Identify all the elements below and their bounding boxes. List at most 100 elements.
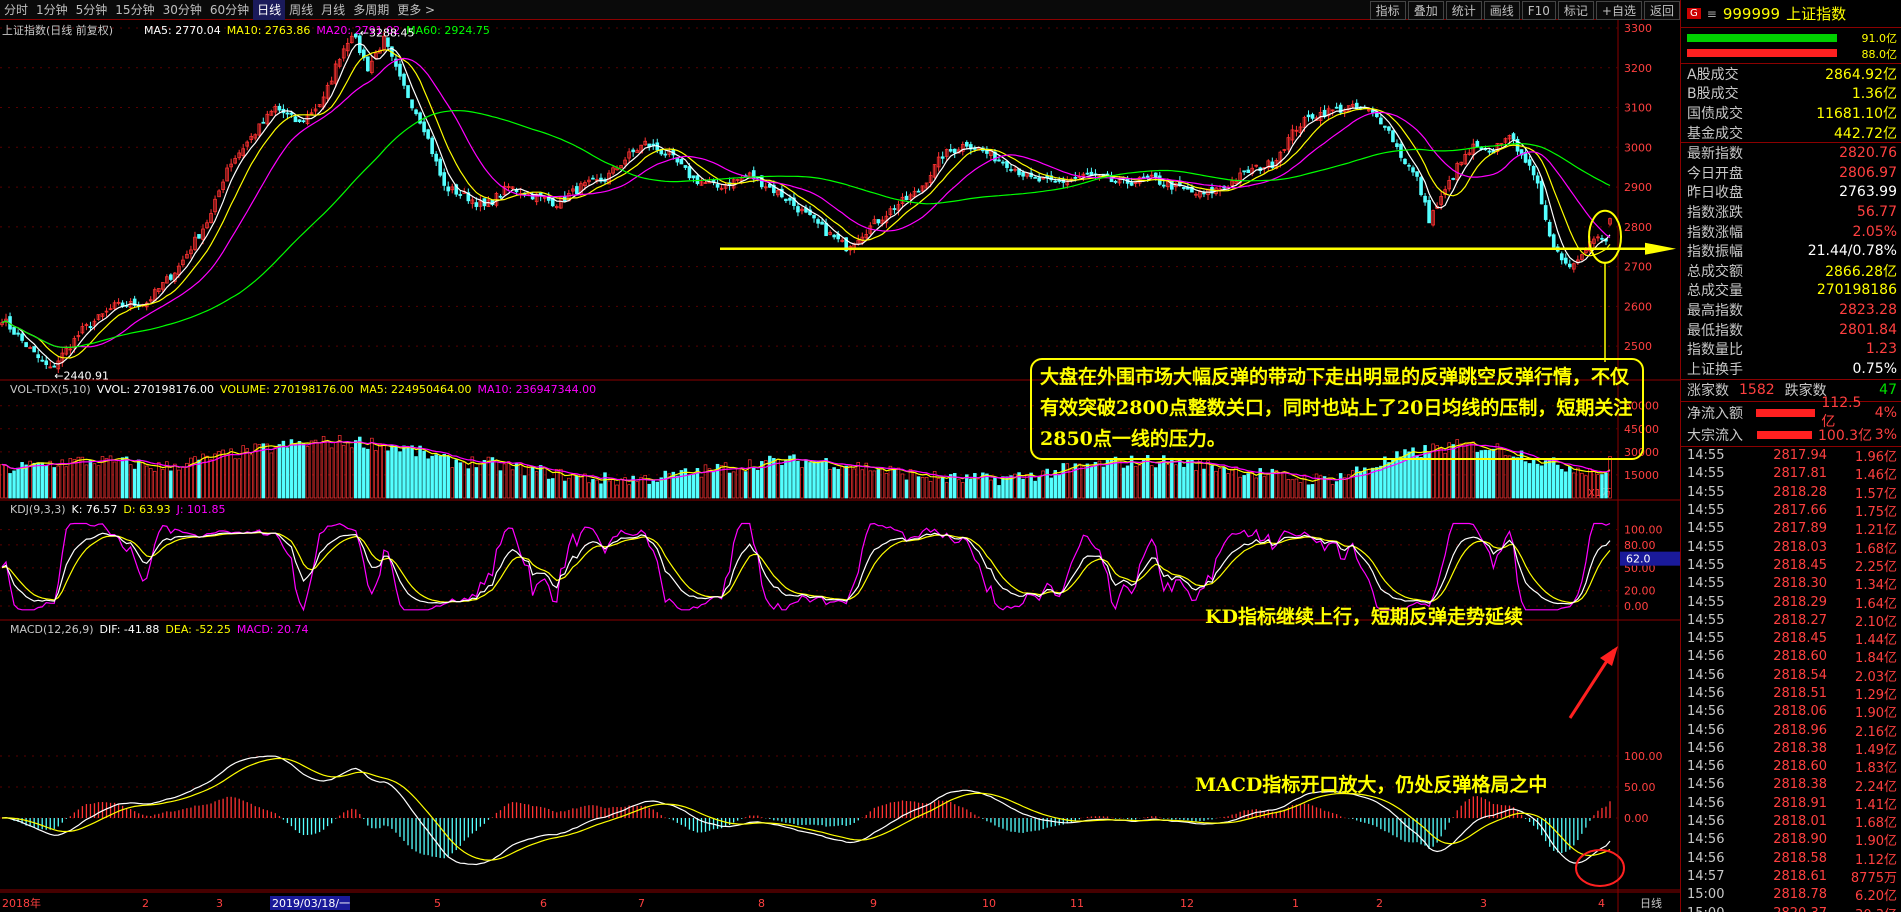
candle-body [1572,263,1576,270]
candle-body [48,366,53,369]
candle-body [1294,129,1299,132]
volume-bar [715,463,720,499]
tab-3[interactable]: 15分钟 [115,3,155,17]
volume-bar [707,468,712,499]
buy-bar-value: 91.0亿 [1861,32,1898,45]
volume-bar [1282,471,1287,499]
volume-bar [1270,468,1275,499]
tick-volume: 2.16亿 [1855,724,1897,740]
volume-bar [663,470,668,499]
tool-button-1[interactable]: 叠加 [1407,1,1444,20]
volume-bar [1162,455,1166,499]
quote-row: 昨日收盘 2763.99 [1681,183,1901,203]
quote-value: 2806.97 [1839,164,1897,181]
volume-bar [241,445,245,499]
tab-1[interactable]: 1分钟 [36,3,68,17]
tick-time: 14:56 [1687,795,1725,811]
volume-bar [747,459,752,499]
tab-2[interactable]: 5分钟 [75,3,108,17]
volume-bar [1600,474,1604,499]
volume-bar [1387,462,1391,499]
quote-label: 总成交量 [1687,283,1743,300]
macd-annotation: MACD指标开口放大，仍处反弹格局之中 [1195,774,1548,796]
tick-volume: 1.41亿 [1855,797,1897,813]
candle-body [446,186,451,192]
volume-bar [482,460,487,499]
volume-bar [727,472,732,499]
volume-bar [76,456,81,499]
candle-body [370,60,374,74]
volume-bar [997,485,1001,499]
volume-bar [1206,460,1210,499]
y-tick-label: 2800 [1624,221,1652,234]
kdj-tick-label: 80.00 [1624,539,1656,552]
volume-bar [1137,464,1142,499]
candle-body [353,33,358,38]
candle-body [1463,154,1468,165]
kdj-header: KDJ(9,3,3) K: 76.57 D: 63.93 J: 101.85 [10,503,226,516]
tool-button-2[interactable]: 统计 [1445,1,1482,20]
tab-9[interactable]: 多周期 [353,3,390,17]
candle-body [337,59,342,67]
volume-bar [1153,467,1158,499]
candle-body [1133,182,1138,184]
x-tick-label: 8 [758,897,765,910]
indicator-label: MACD: 20.74 [237,623,309,636]
volume-bar [900,473,905,499]
tab-5[interactable]: 60分钟 [209,3,250,17]
volume-bar [1109,459,1114,499]
volume-bar [679,470,684,499]
candle-body [960,144,965,152]
volume-bar [1407,451,1411,499]
g-badge[interactable]: G [1687,8,1701,19]
tick-price: 2818.60 [1773,649,1827,665]
volume-bar [104,458,109,499]
volume-bar [261,443,266,499]
candle-body [181,259,185,266]
tab-8[interactable]: 月线 [321,3,346,17]
volume-bar [40,462,44,499]
tick-time: 14:55 [1687,594,1725,610]
y-tick-label: 2700 [1624,261,1652,274]
candle-body [241,148,246,156]
candle-body [1423,195,1427,203]
turnover-value: 11681.10亿 [1816,105,1897,122]
volume-bar [474,467,479,499]
volume-bar [1242,475,1246,499]
volume-bar [667,473,672,499]
quote-sidebar: G ≡ 999999 上证指数 91.0亿 88.0亿 A股成交 2864.92亿… [1680,0,1901,912]
volume-bar [812,461,816,499]
tool-button-0[interactable]: 指标 [1369,1,1406,20]
tab-0[interactable]: 分时 [4,3,29,17]
volume-bar [442,453,446,499]
candle-body [24,342,28,348]
volume-bar [1455,439,1459,499]
tool-button-7[interactable]: 返回 [1643,1,1680,20]
volume-bar [209,459,213,499]
tool-button-5[interactable]: 标记 [1557,1,1594,20]
tab-10[interactable]: 更多 > [397,3,436,17]
ma10-line [1,49,1611,359]
macd-tick-label: 0.00 [1624,812,1649,825]
quote-value: 270198186 [1816,282,1897,299]
tab-7[interactable]: 周线 [289,3,314,17]
volume-bar [627,484,631,499]
tab-4[interactable]: 30分钟 [162,3,202,17]
tool-button-4[interactable]: F10 [1521,1,1556,20]
volume-bar [1149,465,1154,499]
tick-row: 14:55 2818.45 1.44亿 [1681,629,1901,648]
candle-body [301,120,306,123]
candle-body [32,346,36,353]
tool-button-6[interactable]: +自选 [1595,1,1642,20]
candle-body [1371,109,1375,113]
volume-bar [880,468,885,499]
volume-bar [56,465,61,499]
tab-6[interactable]: 日线 [253,0,286,20]
tool-button-3[interactable]: 画线 [1483,1,1520,20]
volume-bar [985,473,989,499]
volume-bar [1045,468,1049,499]
tick-price: 2818.38 [1773,777,1827,793]
volume-bar [555,469,559,499]
menu-icon[interactable]: ≡ [1706,6,1717,21]
volume-bar [1527,463,1532,499]
